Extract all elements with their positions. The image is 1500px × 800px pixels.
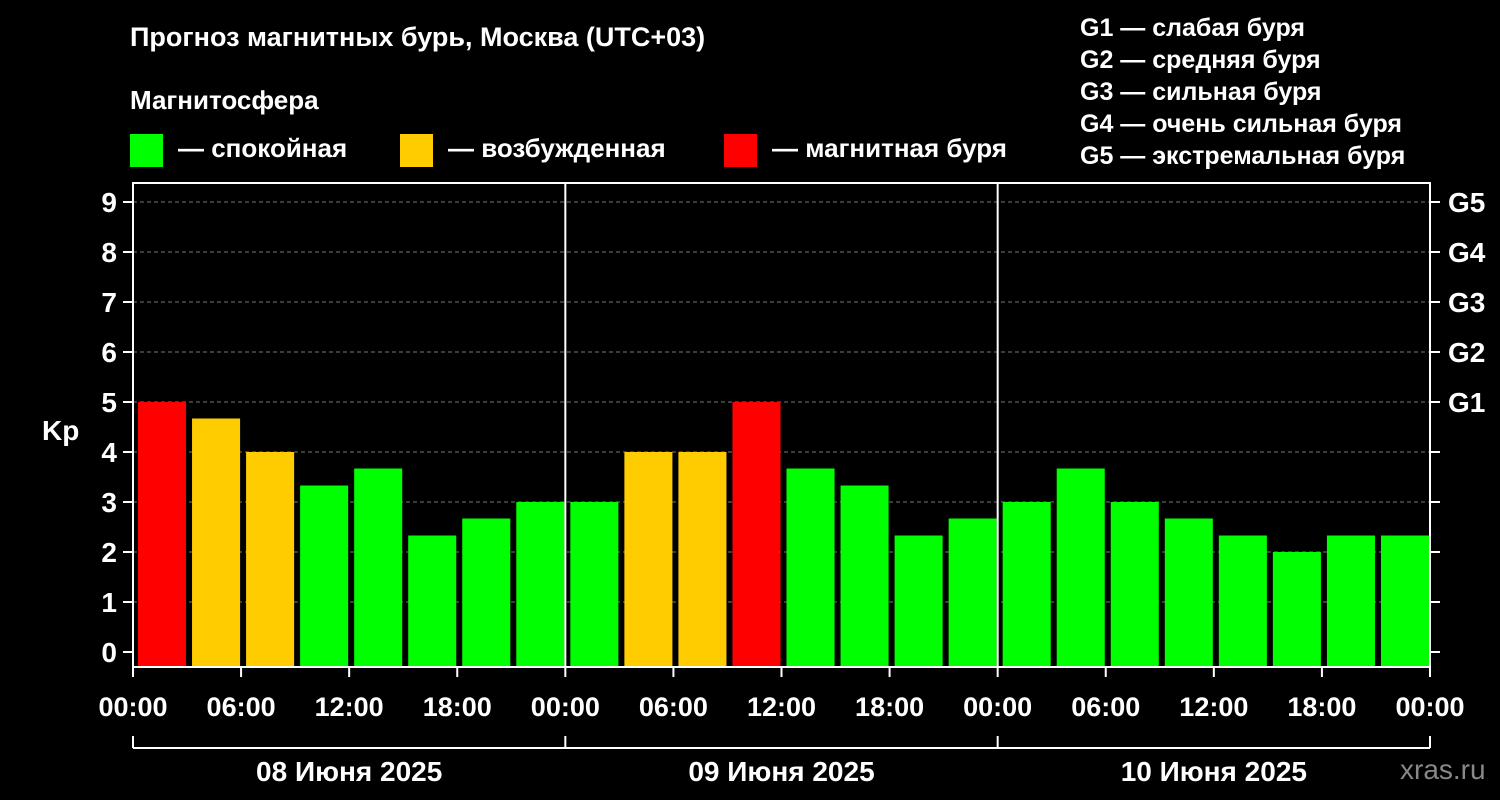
- x-tick-label: 12:00: [315, 692, 384, 722]
- g-axis-label: G4: [1448, 237, 1486, 268]
- x-tick-label: 12:00: [747, 692, 816, 722]
- bar: [300, 485, 349, 667]
- day-label: 10 Июня 2025: [1121, 756, 1307, 787]
- bar: [516, 502, 565, 667]
- g-scale-g3: G3 — сильная буря: [1080, 78, 1322, 106]
- legend-label-storm: — магнитная буря: [772, 133, 1007, 163]
- bar: [1164, 518, 1213, 667]
- magnetosphere-legend-title: Магнитосфера: [130, 85, 319, 115]
- x-tick-label: 06:00: [1071, 692, 1140, 722]
- bar: [246, 452, 295, 667]
- bar: [786, 468, 835, 667]
- bar: [354, 468, 403, 667]
- bar: [732, 402, 781, 667]
- g-scale-g4: G4 — очень сильная буря: [1080, 110, 1402, 138]
- bar: [570, 502, 619, 667]
- bar: [138, 402, 187, 667]
- bar: [1380, 535, 1429, 667]
- chart-title: Прогноз магнитных бурь, Москва (UTC+03): [130, 22, 706, 52]
- bar: [1110, 502, 1159, 667]
- y-tick-label: 1: [101, 587, 117, 618]
- y-tick-label: 2: [101, 537, 117, 568]
- watermark: xras.ru: [1400, 754, 1486, 785]
- x-tick-label: 06:00: [639, 692, 708, 722]
- bar: [408, 535, 457, 667]
- g-axis-label: G2: [1448, 337, 1485, 368]
- x-tick-label: 00:00: [98, 692, 167, 722]
- legend-label-active: — возбужденная: [448, 133, 666, 163]
- x-tick-label: 00:00: [531, 692, 600, 722]
- day-label: 08 Июня 2025: [256, 756, 442, 787]
- bar: [624, 452, 673, 667]
- bar: [1218, 535, 1267, 667]
- g-scale-g2: G2 — средняя буря: [1080, 46, 1321, 74]
- g-axis-label: G1: [1448, 387, 1485, 418]
- bar: [1326, 535, 1375, 667]
- x-tick-label: 18:00: [855, 692, 924, 722]
- bar: [948, 518, 997, 667]
- g-scale-g1: G1 — слабая буря: [1080, 14, 1306, 42]
- legend-swatch-storm: [724, 134, 757, 167]
- y-tick-label: 0: [101, 637, 117, 668]
- bar: [192, 418, 241, 667]
- bar: [1056, 468, 1105, 667]
- x-tick-label: 18:00: [1287, 692, 1356, 722]
- x-tick-label: 00:00: [963, 692, 1032, 722]
- y-tick-label: 6: [101, 337, 117, 368]
- bar: [1002, 502, 1051, 667]
- bar: [840, 485, 889, 667]
- y-tick-label: 4: [101, 437, 117, 468]
- y-tick-label: 3: [101, 487, 117, 518]
- legend-label-quiet: — спокойная: [178, 133, 348, 163]
- y-tick-label: 5: [101, 387, 117, 418]
- bar: [678, 452, 727, 667]
- y-axis-label: Kp: [42, 415, 79, 446]
- g-axis-label: G3: [1448, 287, 1485, 318]
- y-tick-label: 8: [101, 237, 117, 268]
- x-tick-label: 06:00: [207, 692, 276, 722]
- x-tick-label: 12:00: [1179, 692, 1248, 722]
- y-tick-label: 7: [101, 287, 117, 318]
- bar: [1272, 552, 1321, 667]
- y-tick-label: 9: [101, 187, 117, 218]
- bar: [462, 518, 511, 667]
- x-tick-label: 18:00: [423, 692, 492, 722]
- g-axis-label: G5: [1448, 187, 1485, 218]
- legend-swatch-quiet: [130, 134, 163, 167]
- bar: [894, 535, 943, 667]
- g-scale-g5: G5 — экстремальная буря: [1080, 142, 1406, 170]
- legend-swatch-active: [400, 134, 433, 167]
- x-tick-label: 00:00: [1395, 692, 1464, 722]
- day-label: 09 Июня 2025: [688, 756, 874, 787]
